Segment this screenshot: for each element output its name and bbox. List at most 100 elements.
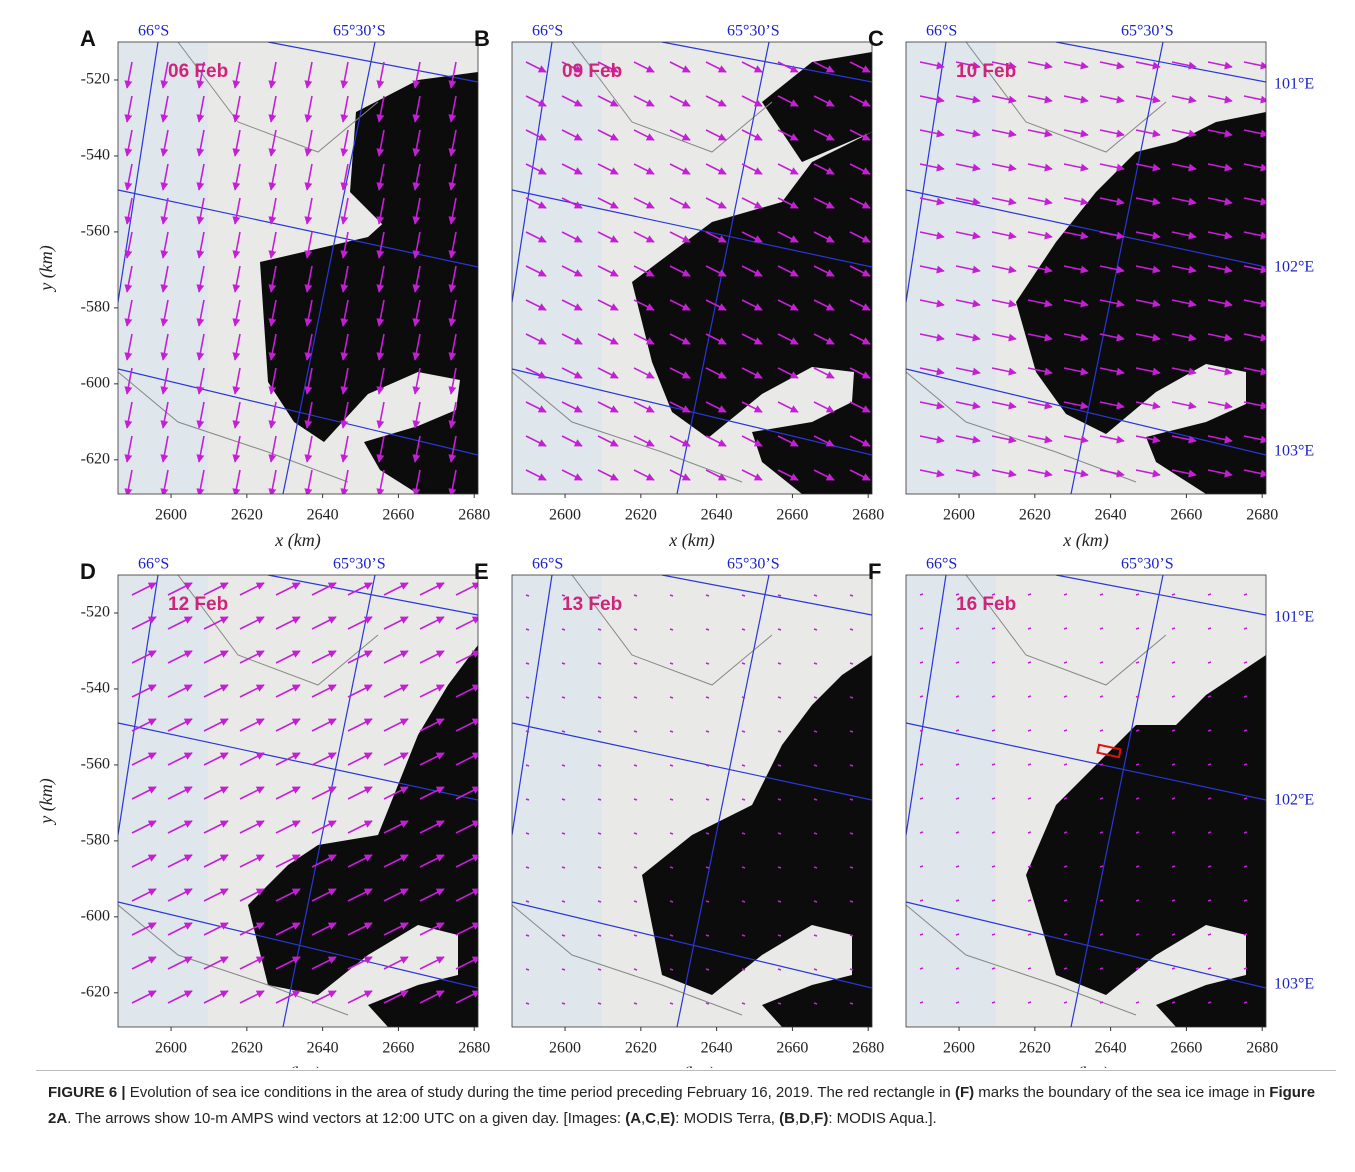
wind-arrow [1208, 832, 1211, 833]
wind-arrow [1136, 866, 1139, 867]
wind-arrow [1208, 730, 1211, 731]
wind-arrow [1028, 662, 1031, 663]
wind-arrow [598, 663, 601, 664]
wind-arrow [1244, 934, 1247, 935]
caption-text: (B [779, 1110, 795, 1127]
caption-text: E) [660, 1110, 675, 1127]
x-tick-label: 2660 [382, 507, 414, 524]
satellite-image [512, 42, 872, 494]
wind-arrow [1172, 662, 1175, 663]
longitude-label: 103°E [1274, 976, 1314, 993]
coast-ice [512, 575, 602, 1027]
x-axis-label: x (km) [274, 1063, 320, 1068]
wind-arrow [920, 1002, 923, 1003]
panel-date: 09 Feb [562, 61, 622, 82]
wind-arrow [1136, 696, 1139, 697]
panel: E13 Feb66°S65°30’S26002620264026602680x … [474, 556, 884, 1068]
wind-arrow [634, 663, 637, 664]
wind-arrow [778, 765, 781, 766]
wind-arrow [1172, 968, 1175, 969]
wind-arrow [634, 969, 637, 970]
wind-arrow [670, 697, 673, 698]
wind-arrow [1136, 968, 1139, 969]
wind-arrow [1244, 1002, 1247, 1003]
y-tick-label: -600 [81, 375, 110, 392]
wind-arrow [1172, 628, 1175, 629]
panel-date: 06 Feb [168, 61, 228, 82]
wind-arrow [956, 696, 959, 697]
wind-arrow [1064, 764, 1067, 765]
x-tick-label: 2600 [549, 507, 581, 524]
wind-arrow [778, 833, 781, 834]
wind-arrow [778, 935, 781, 936]
wind-arrow [670, 629, 673, 630]
wind-arrow [992, 628, 995, 629]
x-tick-label: 2640 [307, 507, 339, 524]
wind-arrow [742, 765, 745, 766]
wind-arrow [562, 969, 565, 970]
wind-arrow [1064, 662, 1067, 663]
wind-arrow [956, 900, 959, 901]
wind-arrow [634, 935, 637, 936]
x-tick-label: 2640 [701, 507, 733, 524]
wind-arrow [956, 730, 959, 731]
wind-arrow [706, 901, 709, 902]
y-tick-label: -540 [81, 147, 110, 164]
wind-arrow [920, 798, 923, 799]
wind-arrow [850, 765, 853, 766]
wind-arrow [634, 629, 637, 630]
wind-arrow [814, 1003, 817, 1004]
panel-date: 13 Feb [562, 594, 622, 615]
x-tick-label: 2620 [231, 507, 263, 524]
wind-arrow [956, 764, 959, 765]
wind-arrow [598, 731, 601, 732]
y-axis-label: y (km) [36, 245, 57, 292]
wind-arrow [706, 935, 709, 936]
panel: C10 Feb66°S65°30’S26002620264026602680x … [868, 23, 1314, 551]
wind-arrow [634, 731, 637, 732]
panel-letter: F [868, 559, 881, 584]
wind-arrow [562, 629, 565, 630]
wind-arrow [562, 663, 565, 664]
wind-arrow [526, 833, 529, 834]
wind-arrow [1244, 628, 1247, 629]
x-tick-label: 2680 [458, 507, 490, 524]
wind-arrow [1100, 832, 1103, 833]
wind-arrow [1028, 968, 1031, 969]
panel: B09 Feb66°S65°30’S26002620264026602680x … [474, 23, 884, 551]
wind-arrow [1172, 594, 1175, 595]
caption-text: (F) [955, 1084, 974, 1101]
wind-arrow [850, 833, 853, 834]
wind-arrow [742, 731, 745, 732]
wind-arrow [1028, 900, 1031, 901]
longitude-label: 103°E [1274, 443, 1314, 460]
wind-arrow [706, 629, 709, 630]
wind-arrow [778, 867, 781, 868]
wind-arrow [670, 1003, 673, 1004]
wind-arrow [562, 901, 565, 902]
wind-arrow [920, 730, 923, 731]
wind-arrow [634, 901, 637, 902]
x-tick-label: 2620 [625, 507, 657, 524]
wind-arrow [1136, 628, 1139, 629]
wind-arrow [1136, 798, 1139, 799]
wind-arrow [598, 629, 601, 630]
wind-arrow [706, 765, 709, 766]
wind-arrow [1028, 628, 1031, 629]
longitude-label: 102°E [1274, 259, 1314, 276]
caption-text: : MODIS Aqua.]. [828, 1110, 936, 1127]
y-tick-label: -520 [81, 71, 110, 88]
wind-arrow [742, 969, 745, 970]
coast-ice [512, 42, 602, 494]
wind-arrow [814, 629, 817, 630]
wind-arrow [742, 595, 745, 596]
wind-arrow [956, 866, 959, 867]
latitude-label: 66°S [532, 23, 563, 40]
wind-arrow [1100, 594, 1103, 595]
caption-text: C [645, 1110, 656, 1127]
wind-arrow [1172, 866, 1175, 867]
wind-arrow [1100, 1002, 1103, 1003]
wind-arrow [1172, 696, 1175, 697]
wind-arrow [1136, 594, 1139, 595]
figure-page: A06 Feb66°S65°30’S26002620264026602680x … [0, 0, 1355, 1172]
